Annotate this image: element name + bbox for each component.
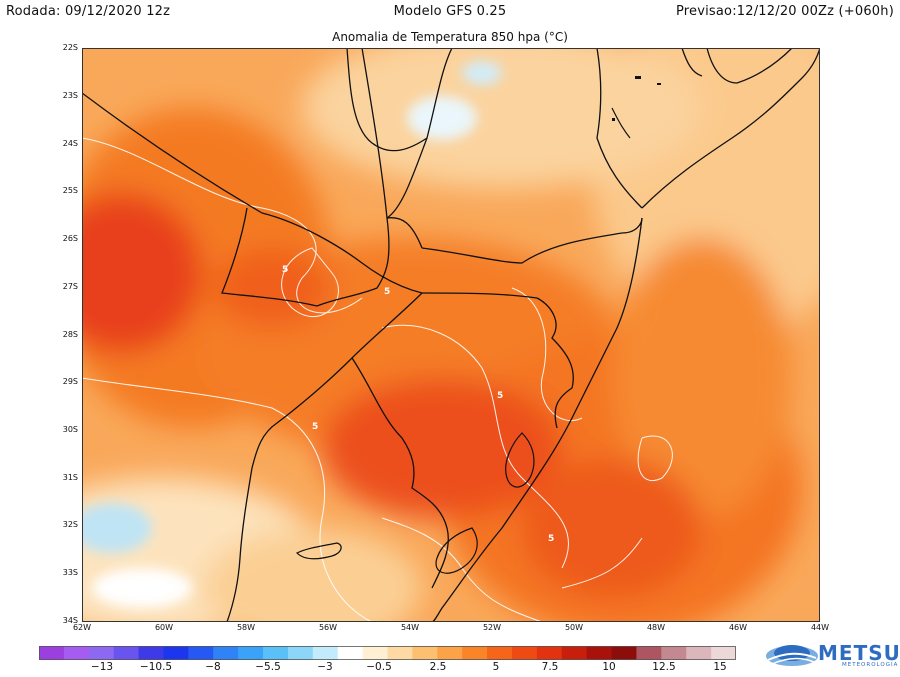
colorbar-swatch — [586, 646, 613, 660]
lat-label: 30S — [62, 425, 78, 434]
lon-label: 54W — [400, 623, 420, 632]
lagoons — [295, 107, 631, 574]
lat-label: 31S — [62, 473, 78, 482]
contour-label: 5 — [282, 265, 288, 275]
anomaly-map: 5 5 5 5 5 — [82, 48, 820, 622]
lat-label: 23S — [62, 91, 78, 100]
colorbar-swatch — [337, 646, 364, 660]
colorbar-swatch — [511, 646, 538, 660]
colorbar-label: 2.5 — [429, 661, 447, 673]
colorbar-swatch — [661, 646, 687, 660]
colorbar — [39, 646, 736, 660]
colorbar-swatch — [412, 646, 438, 660]
colorbar-label: 5 — [492, 661, 500, 673]
colorbar-swatch — [536, 646, 563, 660]
colorbar-swatch — [213, 646, 239, 660]
colorbar-label: 10 — [602, 661, 616, 673]
colorbar-label: −5.5 — [255, 661, 281, 673]
lat-label: 27S — [62, 282, 78, 291]
contour-label: 5 — [312, 422, 318, 432]
lat-label: 33S — [62, 568, 78, 577]
lat-label: 34S — [62, 616, 78, 625]
lon-label: 52W — [482, 623, 502, 632]
colorbar-swatch — [63, 646, 90, 660]
model-name: Modelo GFS 0.25 — [393, 4, 507, 19]
colorbar-swatch — [312, 646, 339, 660]
colorbar-label: 12.5 — [652, 661, 676, 673]
lon-label: 44W — [810, 623, 830, 632]
lon-label: 56W — [318, 623, 338, 632]
cool-patches — [82, 61, 502, 608]
lon-label: 48W — [646, 623, 666, 632]
colorbar-swatch — [138, 646, 164, 660]
colorbar-swatch — [487, 646, 513, 660]
lon-label: 58W — [236, 623, 256, 632]
colorbar-swatch — [287, 646, 314, 660]
lat-label: 25S — [62, 186, 78, 195]
logo-subtitle: METEOROLOGIA — [842, 662, 899, 668]
colorbar-label: −13 — [90, 661, 114, 673]
colorbar-label: −10.5 — [139, 661, 173, 673]
colorbar-swatch — [387, 646, 413, 660]
colorbar-swatch — [686, 646, 712, 660]
logo-name: METSUL — [818, 641, 900, 665]
colorbar-swatch — [238, 646, 264, 660]
lon-label: 60W — [154, 623, 174, 632]
anomaly-field — [82, 48, 820, 622]
lat-label: 24S — [62, 139, 78, 148]
colorbar-swatch — [462, 646, 488, 660]
forecast-time: Previsao:12/12/20 00Zz (+060h) — [675, 4, 894, 19]
colorbar-frame — [39, 646, 736, 660]
colorbar-swatch — [561, 646, 588, 660]
colorbar-swatch — [39, 646, 65, 660]
colorbar-label: 15 — [713, 661, 727, 673]
lat-label: 32S — [62, 520, 78, 529]
metsul-logo-icon — [766, 645, 818, 666]
colorbar-swatch — [711, 646, 736, 660]
lat-label: 28S — [62, 330, 78, 339]
colorbar-swatch — [362, 646, 388, 660]
map-title: Anomalia de Temperatura 850 hpa (°C) — [332, 30, 568, 44]
contour-label: 5 — [548, 534, 554, 544]
colorbar-swatch — [437, 646, 463, 660]
run-date: Rodada: 09/12/2020 12z — [6, 4, 171, 19]
lon-label: 62W — [72, 623, 92, 632]
lon-label: 46W — [728, 623, 748, 632]
colorbar-swatch — [263, 646, 289, 660]
lat-label: 22S — [62, 43, 78, 52]
colorbar-label: −8 — [205, 661, 221, 673]
colorbar-swatch — [113, 646, 140, 660]
lat-label: 26S — [62, 234, 78, 243]
contour-label: 5 — [384, 287, 390, 297]
colorbar-swatch — [636, 646, 662, 660]
lon-label: 50W — [564, 623, 584, 632]
colorbar-label: 7.5 — [541, 661, 559, 673]
lat-label: 29S — [62, 377, 78, 386]
colorbar-swatch — [88, 646, 115, 660]
colorbar-swatch — [611, 646, 637, 660]
borders — [82, 48, 820, 622]
contour-label: 5 — [497, 391, 503, 401]
islands — [612, 76, 661, 121]
colorbar-label: −0.5 — [366, 661, 392, 673]
colorbar-swatch — [163, 646, 189, 660]
colorbar-label: −3 — [317, 661, 333, 673]
colorbar-swatch — [188, 646, 214, 660]
